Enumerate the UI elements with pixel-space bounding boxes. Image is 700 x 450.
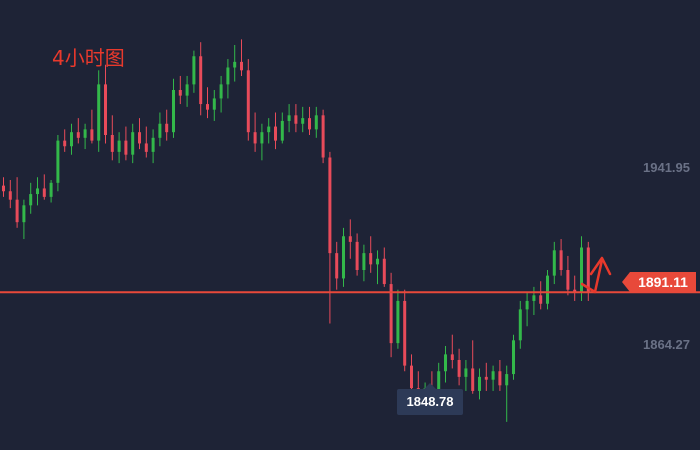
candle-down — [104, 84, 107, 135]
candle-up — [525, 300, 529, 310]
candle-up — [212, 98, 216, 110]
candle-up — [314, 115, 318, 130]
candle-up — [437, 371, 441, 397]
candle-up — [172, 90, 175, 133]
candle-down — [124, 140, 128, 155]
candle-down — [484, 376, 488, 380]
candle-down — [321, 115, 325, 158]
candle-down — [498, 371, 502, 386]
candle-up — [83, 129, 87, 138]
candle-up — [219, 84, 223, 99]
candle-down — [389, 284, 393, 344]
candle-up — [491, 371, 495, 380]
candle-up — [56, 140, 60, 183]
candle-down — [382, 258, 386, 285]
candle-down — [294, 115, 298, 124]
candle-up — [70, 132, 73, 147]
candle-down — [369, 253, 373, 265]
candle-down — [471, 368, 475, 391]
candle-down — [15, 199, 19, 223]
candle-down — [144, 143, 148, 152]
candle-up — [478, 376, 481, 391]
candle-down — [566, 270, 570, 290]
candle-down — [165, 123, 169, 133]
candle-down — [308, 118, 311, 130]
candle-up — [131, 132, 135, 155]
candle-down — [539, 295, 543, 304]
up-arrow-annotation — [580, 256, 612, 294]
candle-up — [362, 253, 366, 270]
candle-up — [444, 354, 447, 372]
candle-up — [552, 250, 556, 276]
candle-up — [546, 275, 549, 304]
candle-up — [342, 236, 345, 279]
candle-up — [301, 118, 305, 124]
candle-up — [29, 194, 33, 206]
candle-down — [335, 253, 339, 279]
price-axis-label: 1864.27 — [643, 337, 690, 352]
candle-down — [2, 185, 5, 192]
current-price-tag: 1891.11 — [622, 272, 696, 292]
candle-up — [532, 295, 536, 301]
candle-down — [178, 90, 182, 96]
candle-down — [403, 300, 407, 366]
candle-up — [233, 61, 237, 68]
candle-down — [328, 157, 332, 254]
price-tag-pointer — [622, 272, 630, 292]
candle-up — [36, 188, 39, 195]
candle-up — [512, 340, 515, 375]
candle-down — [586, 247, 590, 293]
candle-down — [410, 365, 413, 389]
current-price-value: 1891.11 — [630, 272, 696, 292]
candle-up — [185, 84, 189, 96]
candle-down — [559, 250, 563, 270]
candle-up — [464, 368, 468, 377]
candle-up — [580, 247, 583, 293]
candle-up — [151, 137, 155, 152]
candles-group — [2, 39, 590, 422]
candle-up — [158, 123, 162, 138]
candle-up — [22, 205, 26, 223]
candle-up — [518, 309, 522, 341]
candle-down — [457, 360, 461, 377]
candle-up — [287, 115, 291, 121]
candle-down — [573, 289, 577, 293]
candle-down — [246, 70, 250, 133]
candle-up — [49, 182, 53, 197]
candle-down — [348, 236, 352, 242]
price-axis-label: 1941.95 — [643, 160, 690, 175]
candle-down — [450, 354, 454, 360]
candle-up — [117, 140, 121, 152]
candle-up — [396, 300, 400, 344]
candle-down — [90, 129, 94, 141]
candle-down — [8, 191, 12, 200]
candle-down — [76, 132, 80, 138]
candle-up — [226, 67, 230, 85]
candle-up — [376, 258, 379, 265]
candle-down — [199, 56, 203, 105]
candle-down — [110, 135, 114, 152]
chart-title: 4小时图 — [52, 46, 125, 70]
candle-up — [267, 126, 271, 133]
candle-up — [505, 374, 509, 386]
candle-down — [253, 132, 257, 144]
candle-down — [355, 241, 359, 270]
candle-down — [63, 140, 67, 147]
candle-up — [280, 120, 284, 141]
candle-down — [240, 61, 243, 71]
candle-down — [42, 188, 46, 197]
candle-up — [260, 132, 264, 144]
candle-down — [274, 126, 277, 141]
candle-up — [192, 56, 196, 85]
low-price-tag: 1848.78 — [397, 383, 463, 415]
candle-down — [206, 104, 209, 110]
candle-down — [138, 132, 141, 144]
candle-up — [97, 84, 101, 141]
